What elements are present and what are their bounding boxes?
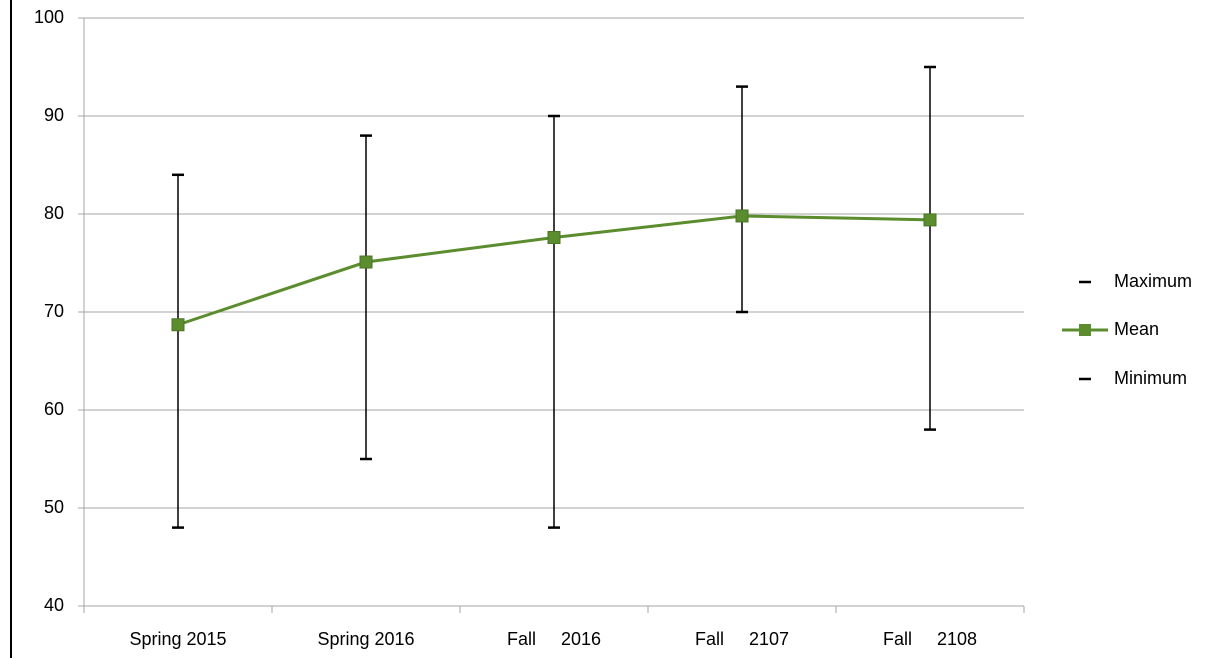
x-tick-label: Fall 2107 — [695, 629, 789, 649]
x-tick-label: Fall 2016 — [507, 629, 601, 649]
legend-label: Minimum — [1114, 368, 1187, 388]
x-tick-label: Spring 2016 — [317, 629, 414, 649]
y-tick-label: 60 — [44, 399, 64, 419]
legend-label: Maximum — [1114, 271, 1192, 291]
mean-marker — [547, 231, 561, 245]
y-tick-label: 90 — [44, 105, 64, 125]
mean-marker — [923, 213, 937, 227]
y-tick-label: 70 — [44, 301, 64, 321]
x-tick-label: Spring 2015 — [129, 629, 226, 649]
mean-marker — [735, 209, 749, 223]
legend-marker — [1079, 324, 1091, 336]
x-tick-label: Fall 2108 — [883, 629, 977, 649]
mean-marker — [171, 318, 185, 332]
y-tick-label: 40 — [44, 595, 64, 615]
mean-marker — [359, 255, 373, 269]
y-tick-label: 80 — [44, 203, 64, 223]
y-tick-label: 100 — [34, 7, 64, 27]
legend-label: Mean — [1114, 319, 1159, 339]
y-tick-label: 50 — [44, 497, 64, 517]
